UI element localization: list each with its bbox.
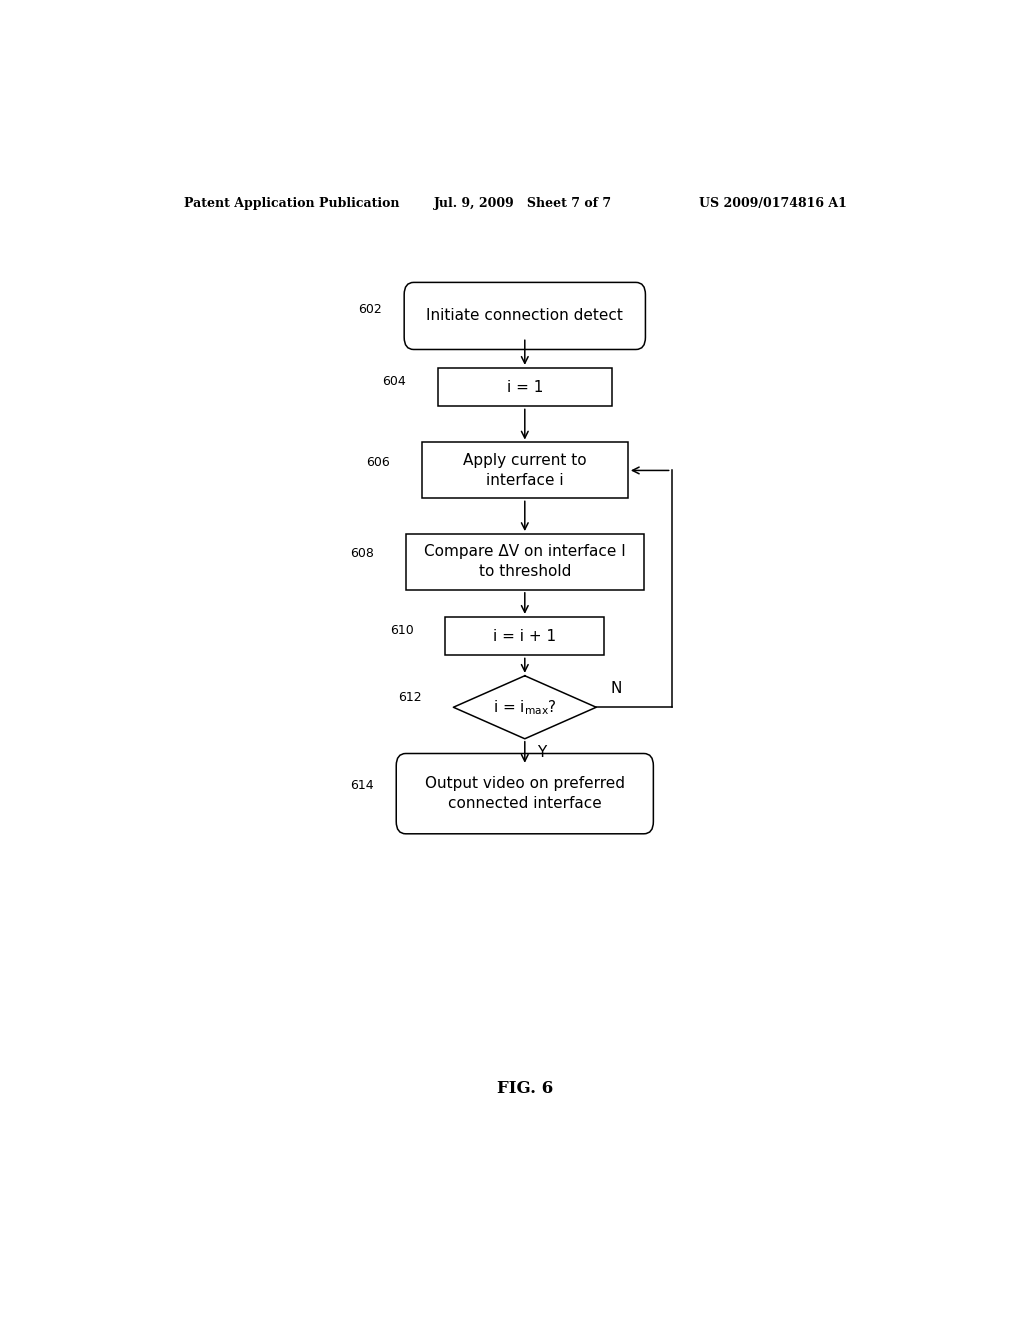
Text: 608: 608 [350, 546, 374, 560]
Text: i = i$_\mathregular{max}$?: i = i$_\mathregular{max}$? [493, 698, 557, 717]
Bar [422, 442, 628, 499]
Polygon shape [454, 676, 596, 739]
FancyBboxPatch shape [404, 282, 645, 350]
Text: connected interface: connected interface [447, 796, 602, 812]
Bar [445, 616, 604, 656]
Text: i = 1: i = 1 [507, 380, 543, 395]
Text: Y: Y [537, 744, 546, 760]
Text: i = i + 1: i = i + 1 [494, 628, 556, 644]
Text: Jul. 9, 2009   Sheet 7 of 7: Jul. 9, 2009 Sheet 7 of 7 [433, 197, 611, 210]
FancyBboxPatch shape [396, 754, 653, 834]
Text: Compare ΔV on interface I: Compare ΔV on interface I [424, 544, 626, 560]
Text: Apply current to: Apply current to [463, 453, 587, 467]
Text: FIG. 6: FIG. 6 [497, 1080, 553, 1097]
Text: interface i: interface i [486, 473, 563, 488]
Text: to threshold: to threshold [478, 565, 571, 579]
Text: 612: 612 [398, 692, 422, 705]
Text: N: N [610, 681, 622, 697]
Text: Patent Application Publication: Patent Application Publication [183, 197, 399, 210]
Text: Output video on preferred: Output video on preferred [425, 776, 625, 791]
Text: 610: 610 [390, 624, 414, 636]
Bar [406, 535, 644, 590]
Text: 606: 606 [367, 455, 390, 469]
Text: Initiate connection detect: Initiate connection detect [426, 309, 624, 323]
Bar [437, 368, 612, 407]
Text: 614: 614 [350, 779, 374, 792]
Text: 602: 602 [358, 304, 382, 315]
Text: US 2009/0174816 A1: US 2009/0174816 A1 [699, 197, 847, 210]
Text: 604: 604 [382, 375, 406, 388]
